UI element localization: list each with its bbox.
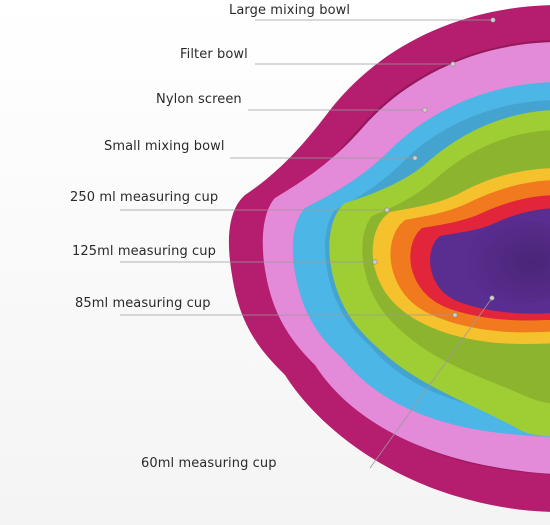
leader-cup-60ml xyxy=(369,297,493,469)
dot-cup-250ml xyxy=(384,207,390,213)
label-cup-250ml: 250 ml measuring cup xyxy=(70,190,219,205)
dot-cup-85ml xyxy=(452,312,458,318)
dot-small-mixing-bowl xyxy=(412,155,418,161)
label-small-mixing-bowl: Small mixing bowl xyxy=(104,139,225,154)
dot-cup-125ml xyxy=(372,259,378,265)
dot-cup-60ml xyxy=(489,295,495,301)
label-cup-85ml: 85ml measuring cup xyxy=(75,296,211,311)
leader-lines xyxy=(120,17,496,469)
label-large-mixing-bowl: Large mixing bowl xyxy=(229,3,351,18)
label-cup-125ml: 125ml measuring cup xyxy=(72,244,216,259)
dot-large-mixing-bowl xyxy=(490,17,496,23)
label-filter-bowl: Filter bowl xyxy=(180,47,248,62)
cup-60ml-shape xyxy=(430,208,550,314)
dot-nylon-screen xyxy=(422,107,428,113)
label-cup-60ml: 60ml measuring cup xyxy=(141,456,277,471)
dot-filter-bowl xyxy=(450,61,456,67)
label-nylon-screen: Nylon screen xyxy=(156,92,242,107)
